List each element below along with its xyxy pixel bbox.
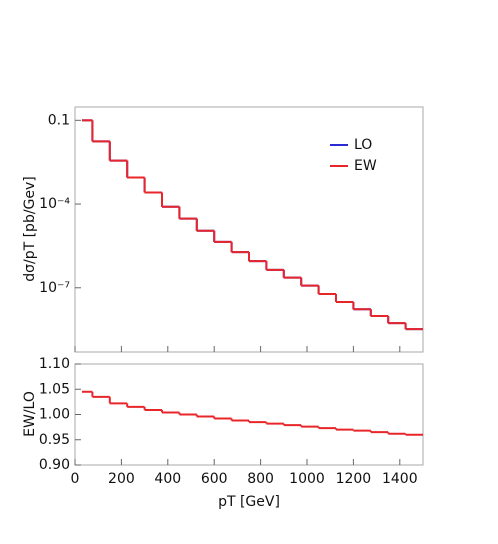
y-tick-label: 10⁻⁴ [39, 196, 70, 212]
legend-label: LO [354, 137, 372, 153]
x-tick-label: 200 [108, 471, 135, 487]
y-axis-label: dσ/pT [pb/Gev] [22, 176, 38, 282]
x-tick-label: 800 [247, 471, 274, 487]
top-frame [74, 106, 424, 353]
y-axis-label: EW/LO [22, 391, 38, 437]
x-tick-label: 1000 [289, 471, 325, 487]
y-tick-label: 0.95 [39, 432, 70, 448]
y-tick-label: 0.90 [39, 457, 70, 473]
legend-label: EW [354, 158, 377, 174]
x-tick-label: 0 [71, 471, 80, 487]
y-tick-label: 0.1 [48, 112, 70, 128]
bottom-frame [74, 363, 424, 466]
x-tick-label: 600 [201, 471, 228, 487]
y-tick-label: 10⁻⁷ [39, 280, 70, 296]
x-tick-label: 400 [154, 471, 181, 487]
x-tick-label: 1200 [336, 471, 372, 487]
y-tick-label: 1.00 [39, 407, 70, 423]
x-axis-label: pT [GeV] [218, 494, 280, 510]
y-tick-label: 1.10 [39, 356, 70, 372]
x-tick-label: 1400 [382, 471, 418, 487]
y-tick-label: 1.05 [39, 381, 70, 397]
